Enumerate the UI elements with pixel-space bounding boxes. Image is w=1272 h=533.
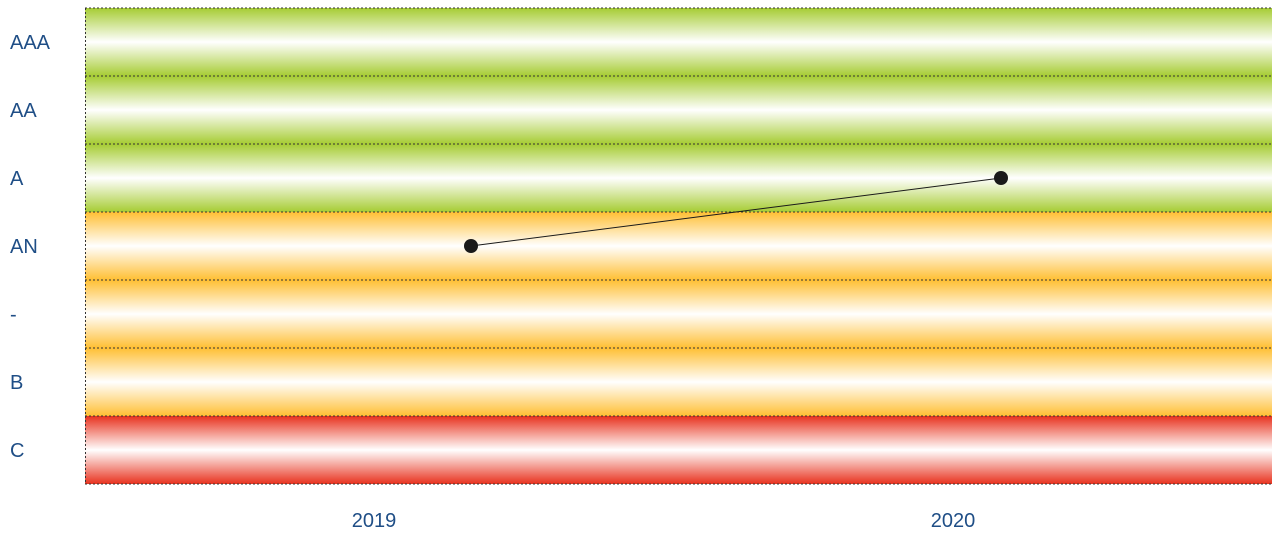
series-line bbox=[470, 177, 1002, 247]
y-tick-label: AN bbox=[10, 236, 38, 258]
band-aaa bbox=[85, 8, 1272, 76]
y-tick-label: - bbox=[10, 304, 17, 326]
data-point bbox=[464, 239, 478, 253]
band-a bbox=[85, 144, 1272, 212]
band-aa bbox=[85, 76, 1272, 144]
y-tick-label: B bbox=[10, 372, 23, 394]
y-tick-label: AAA bbox=[10, 32, 51, 54]
rating-bands bbox=[85, 8, 1272, 484]
band-b bbox=[85, 348, 1272, 416]
y-tick-label: A bbox=[10, 168, 24, 190]
y-tick-label: C bbox=[10, 440, 24, 462]
band-c bbox=[85, 416, 1272, 484]
x-axis-labels: 2019 2020 bbox=[352, 510, 976, 532]
data-point bbox=[994, 171, 1008, 185]
gridlines bbox=[85, 7, 1272, 485]
series-layer bbox=[464, 171, 1008, 253]
band-dash bbox=[85, 280, 1272, 348]
y-tick-label: AA bbox=[10, 100, 37, 122]
band-an bbox=[85, 212, 1272, 280]
x-tick-label: 2019 bbox=[352, 510, 397, 532]
x-tick-label: 2020 bbox=[931, 510, 976, 532]
